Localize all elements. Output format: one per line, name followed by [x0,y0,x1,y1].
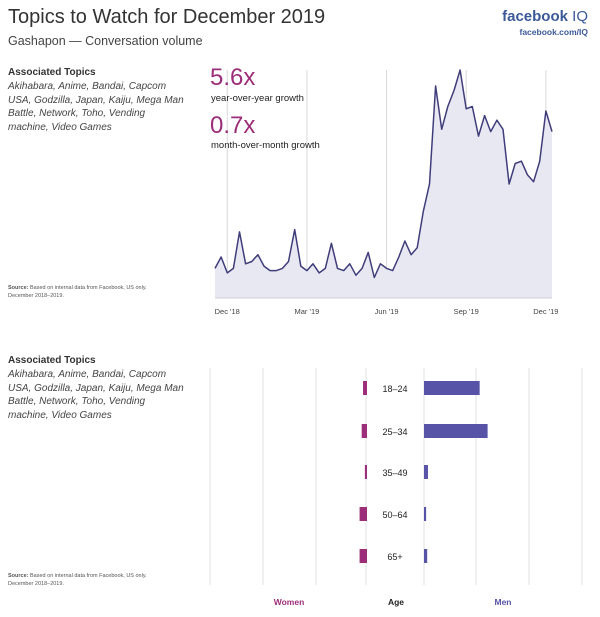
mom-value: 0.7x [210,112,256,139]
x-tick-label: Mar '19 [295,307,320,316]
line-chart: Dec '18 Mar '19 Jun '19 Sep '19 Dec '19 [214,69,558,316]
men-bar [424,465,428,479]
men-bar [424,424,488,438]
age-label: 50–64 [382,510,407,520]
x-tick-label: Sep '19 [454,307,479,316]
topics-list: Akihabara, Anime, Bandai, Capcom USA, Go… [8,81,184,133]
topics-heading-2: Associated Topics [8,355,96,366]
women-legend: Women [274,597,305,607]
women-bar [363,381,367,395]
topics-list-2: Akihabara, Anime, Bandai, Capcom USA, Go… [8,369,184,421]
page-subtitle: Gashapon — Conversation volume [8,34,203,48]
yoy-label: year-over-year growth [211,93,304,104]
women-bar [359,507,367,521]
men-bar [424,381,480,395]
source-label: Source: [8,285,29,291]
age-label: 25–34 [382,427,407,437]
men-bar [424,549,428,563]
source-text-2: Based on internal data from Facebook, US… [8,573,147,587]
women-bar [364,465,367,479]
series-line [214,69,553,279]
brand-name: facebook [502,8,568,25]
source-label-2: Source: [8,573,29,579]
x-tick-label: Jun '19 [375,307,399,316]
source-note-2: Source: Based on internal data from Face… [8,572,168,588]
women-bar [359,549,367,563]
women-bar [361,424,367,438]
age-legend: Age [388,597,404,607]
men-legend: Men [495,597,512,607]
x-tick-label: Dec '18 [215,307,240,316]
topics-heading: Associated Topics [8,67,96,78]
age-label: 18–24 [382,384,407,394]
source-text: Based on internal data from Facebook, US… [8,285,147,299]
page-title: Topics to Watch for December 2019 [8,6,326,28]
brand-suffix: IQ [572,8,588,25]
source-note: Source: Based on internal data from Face… [8,284,168,300]
mom-label: month-over-month growth [211,140,320,151]
area-fill [215,70,552,298]
men-bar [424,507,427,521]
brand-logo[interactable]: facebook IQ facebook.com/IQ [502,8,588,37]
age-label: 35–49 [382,468,407,478]
yoy-value: 5.6x [210,64,256,91]
x-tick-label: Dec '19 [533,307,558,316]
brand-url[interactable]: facebook.com/IQ [519,27,589,37]
age-label: 65+ [387,552,402,562]
